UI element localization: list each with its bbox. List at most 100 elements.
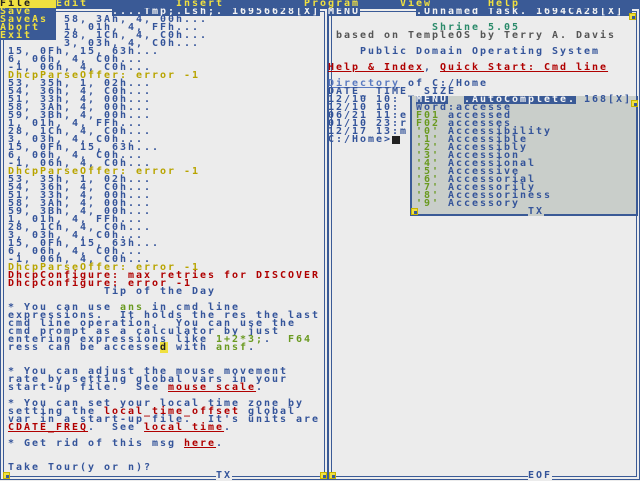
left-footer-label: TX — [216, 470, 233, 481]
tip-text: . — [224, 422, 233, 433]
ac-suggestion[interactable]: accessed — [448, 110, 513, 121]
ac-title[interactable]: .AutoComplete. — [464, 94, 577, 105]
ac-dictionary-word[interactable]: Accessive — [448, 166, 521, 177]
resize-handle[interactable] — [631, 100, 638, 107]
menu-file[interactable]: File — [0, 0, 56, 9]
left-window-title[interactable]: ....Tmp;.Lsh;. — [112, 6, 225, 17]
log-line: DhcpConfigure: max retries for DISCOVER — [8, 270, 321, 281]
tip-text: with — [168, 342, 217, 353]
ac-dictionary-word[interactable]: Accession — [448, 150, 521, 161]
help-index-link[interactable]: Help & Index — [328, 62, 425, 73]
ac-number-key[interactable]: '9' — [416, 198, 441, 209]
dir-entry[interactable]: 01/10 23:r — [328, 118, 409, 129]
left-close-button[interactable]: [X] — [296, 6, 321, 17]
ac-number-key[interactable]: '6' — [416, 174, 441, 185]
ac-dictionary-word[interactable]: Accessibility — [448, 126, 553, 137]
ac-dictionary-word[interactable]: Accessorily — [448, 182, 537, 193]
dir-entry[interactable]: 12/17 13:m — [328, 126, 409, 137]
right-menu-label[interactable]: MENU — [328, 6, 361, 17]
tip-text: global — [240, 406, 297, 417]
resize-handle[interactable] — [329, 472, 336, 479]
quick-start-link[interactable]: Quick Start: Cmd line — [440, 62, 609, 73]
resize-handle[interactable] — [3, 472, 10, 479]
tip-text: expressions. It holds the res the last — [8, 310, 321, 321]
ac-number-key[interactable]: '8' — [416, 190, 441, 201]
right-close-button[interactable]: [X] — [600, 6, 625, 17]
ac-number-key[interactable]: '7' — [416, 182, 441, 193]
ac-close-button[interactable]: [X] — [608, 94, 633, 105]
ac-number-key[interactable]: '2' — [416, 142, 441, 153]
ac-dictionary-word[interactable]: Accessional — [448, 158, 537, 169]
dir-entry[interactable]: 12/10 10: — [328, 94, 401, 105]
cmd-line[interactable]: C:/Home> — [328, 135, 401, 145]
log-line: 59, 3Bh, 4, 00h... — [8, 206, 153, 217]
file-dropdown: Save SaveAs Abort Exit — [0, 6, 56, 41]
ac-dictionary-word[interactable]: Accessoriness — [448, 190, 553, 201]
resize-handle[interactable] — [411, 208, 418, 215]
help-line: Help & Index, Quick Start: Cmd line — [328, 62, 609, 73]
ac-menu-box[interactable] — [416, 96, 448, 104]
menu-help[interactable]: Help — [488, 0, 521, 9]
log-line: 6, 06h, 4, C0h... — [8, 246, 145, 257]
ac-dictionary-word[interactable]: Accessibly — [448, 142, 529, 153]
ac-dictionary-word[interactable]: Accessory — [448, 198, 521, 209]
right-menu-box[interactable] — [328, 8, 360, 16]
tip-link[interactable]: mouse scale — [168, 382, 257, 393]
ac-number-key[interactable]: '1' — [416, 134, 441, 145]
tour-prompt[interactable]: Take Tour(y or n)? — [8, 462, 153, 473]
ac-number-key[interactable]: '3' — [416, 150, 441, 161]
directory-link[interactable]: Directory — [328, 78, 401, 89]
menu-item-save[interactable]: Save — [0, 6, 33, 17]
left-window-id: 16956628 — [232, 6, 297, 17]
tip-text: setting the — [8, 406, 105, 417]
dir-entry[interactable]: 12/10 10: — [328, 102, 401, 113]
ac-number-key[interactable]: '5' — [416, 166, 441, 177]
tip-link[interactable]: local time — [144, 422, 225, 433]
word-value: accesse — [456, 102, 513, 113]
log-line: 1, 01h, 4, FFh... — [64, 22, 201, 33]
menu-insert[interactable]: Insert — [176, 0, 225, 9]
tagline: Public Domain Operating System — [360, 46, 601, 57]
resize-handle[interactable] — [629, 13, 636, 20]
log-line: 58, 3Ah, 4, 00h... — [8, 102, 153, 113]
ac-suggestion[interactable]: accesses — [448, 118, 513, 129]
log-line: 3, 03h, 4, C0h... — [8, 134, 145, 145]
log-line: 54, 36h, 4, C0h... — [8, 86, 153, 97]
log-line: 53, 35h, 1, 02h... — [8, 174, 153, 185]
tip-link[interactable]: here — [184, 438, 217, 449]
tip-line: cmd line operation. You can use the — [8, 318, 297, 329]
right-window-title[interactable]: .Unnamed Task. — [416, 6, 529, 17]
ac-dictionary-word[interactable]: Accessible — [448, 134, 529, 145]
tip-link[interactable]: CDATE_FREQ — [8, 422, 89, 433]
log-line: 58, 3Ah, 4, 00h... — [64, 14, 209, 25]
menu-item-abort[interactable]: Abort — [0, 22, 41, 33]
dir-entry[interactable]: 06/21 11:e — [328, 110, 409, 121]
tip-line: * You can adjust the mouse movement — [8, 367, 288, 377]
right-title-bar[interactable] — [416, 8, 632, 16]
ac-number-key[interactable]: '4' — [416, 158, 441, 169]
menu-view[interactable]: View — [400, 0, 433, 9]
menu-program[interactable]: Program — [304, 0, 361, 9]
tip-text: . — [248, 342, 257, 353]
tip-line: var in a start-up file. It's units are — [8, 415, 320, 425]
ac-menu-label[interactable]: MENU — [416, 94, 449, 105]
tip-text: local_time_offset — [104, 406, 241, 417]
tip-text: cmd line operation. You can use the — [8, 318, 297, 329]
log-line: 51, 33h, 4, 00h... — [8, 94, 153, 105]
left-title-bar[interactable] — [112, 8, 320, 16]
ac-word-line: Word:accesse — [416, 102, 513, 113]
menu-edit[interactable]: Edit — [56, 0, 89, 9]
log-line: 15, 0Fh, 15, 63h... — [8, 238, 161, 249]
ac-title-bar[interactable] — [464, 96, 576, 104]
ac-id: 168 — [584, 94, 609, 105]
ac-number-key[interactable]: '0' — [416, 126, 441, 137]
log-line: 1, 01h, 4, FFh... — [8, 118, 145, 129]
ac-fkey[interactable]: F01 — [416, 110, 441, 121]
ac-dictionary-word[interactable]: Accessorial — [448, 174, 537, 185]
menu-item-saveas[interactable]: SaveAs — [0, 14, 49, 25]
menu-item-exit[interactable]: Exit — [0, 30, 33, 41]
ac-fkey[interactable]: F02 — [416, 118, 441, 129]
resize-handle[interactable] — [320, 472, 327, 479]
log-line: DhcpParseOffer: error -1 — [8, 166, 201, 177]
log-line: 3, 03h, 4, C0h... — [8, 230, 145, 241]
